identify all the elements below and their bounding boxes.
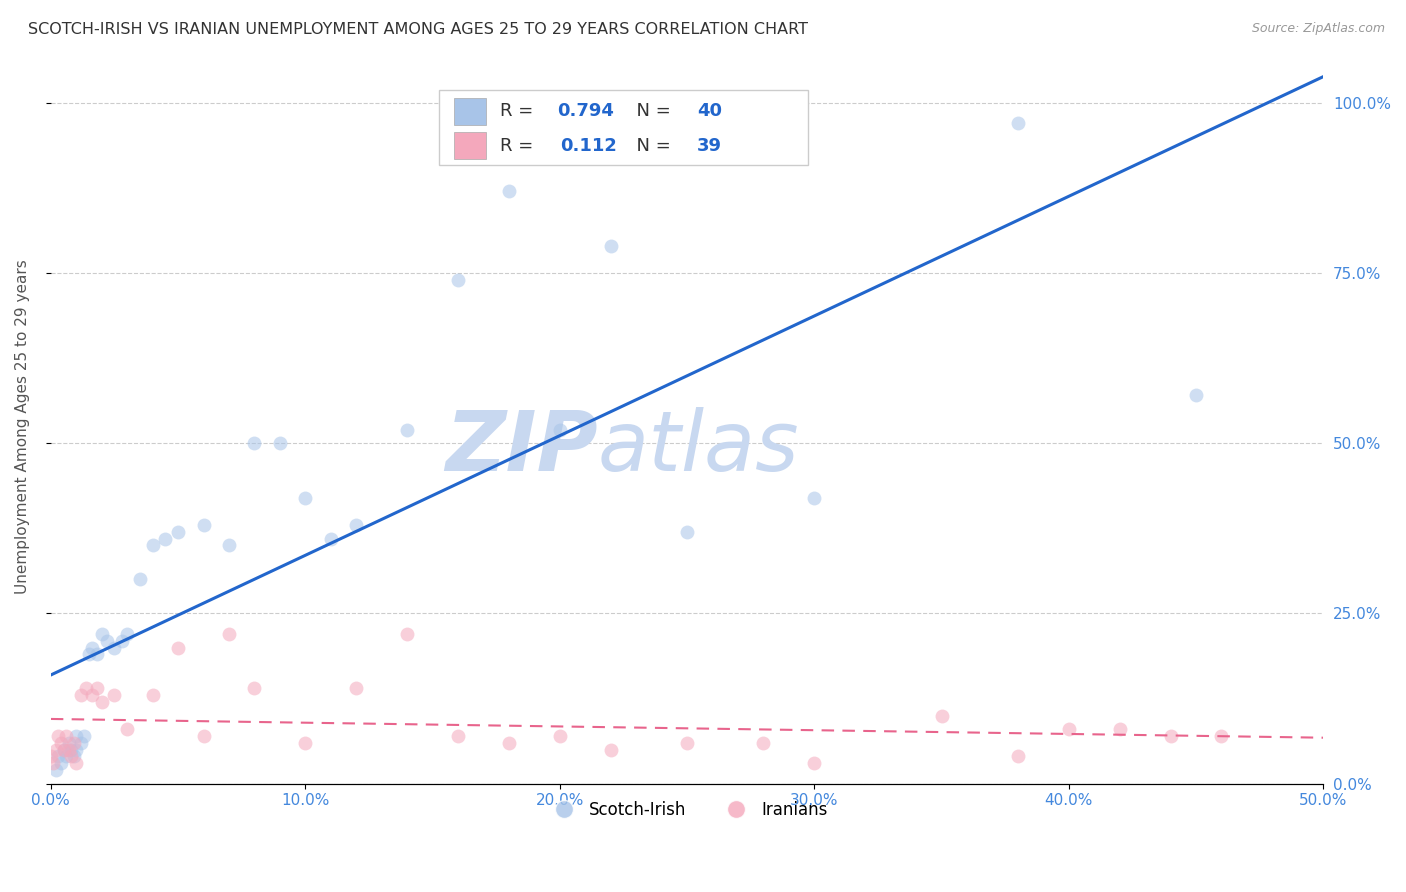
Y-axis label: Unemployment Among Ages 25 to 29 years: Unemployment Among Ages 25 to 29 years [15,259,30,593]
Point [103,640,125,655]
Point [344,517,367,532]
Point [55,749,77,764]
Point [498,736,520,750]
Point [60,749,83,764]
Point [62,749,84,764]
Point [294,736,316,750]
Point [129,573,152,587]
Point [58,736,80,750]
Text: R =: R = [501,136,544,155]
Point [70,688,93,702]
FancyBboxPatch shape [454,98,486,125]
Point [111,633,134,648]
Text: 0.112: 0.112 [560,136,617,155]
Point [49,736,72,750]
Point [1007,116,1029,130]
Point [77,648,100,662]
Point [45,742,67,756]
Point [80,640,103,655]
Text: 0.794: 0.794 [557,103,614,120]
Point [803,756,825,771]
Point [676,736,699,750]
Point [48,749,70,764]
Point [218,627,240,641]
Point [344,681,367,696]
Point [115,723,138,737]
Point [115,627,138,641]
Point [1108,723,1130,737]
Point [65,742,87,756]
Point [90,695,112,709]
Point [86,681,108,696]
Legend: Scotch-Irish, Iranians: Scotch-Irish, Iranians [540,794,834,825]
Point [52,742,75,756]
Point [142,688,165,702]
Point [243,681,266,696]
Point [48,729,70,743]
Point [65,729,87,743]
Point [65,756,87,771]
Point [55,729,77,743]
Point [39,749,62,764]
Text: ZIP: ZIP [446,407,598,488]
Point [218,538,240,552]
Point [1160,729,1182,743]
Point [447,273,470,287]
Point [319,532,342,546]
Text: 40: 40 [697,103,723,120]
Point [167,524,190,539]
Point [75,681,97,696]
Point [396,627,419,641]
Point [1211,729,1233,743]
Point [396,423,419,437]
Text: SCOTCH-IRISH VS IRANIAN UNEMPLOYMENT AMONG AGES 25 TO 29 YEARS CORRELATION CHART: SCOTCH-IRISH VS IRANIAN UNEMPLOYMENT AMO… [28,22,808,37]
Point [243,436,266,450]
Point [548,729,571,743]
Text: R =: R = [501,103,538,120]
Point [142,538,165,552]
Point [52,742,75,756]
Point [447,729,470,743]
Text: Source: ZipAtlas.com: Source: ZipAtlas.com [1251,22,1385,36]
Point [155,532,177,546]
Point [73,729,96,743]
Point [803,491,825,505]
Point [599,742,621,756]
Point [269,436,291,450]
Point [90,627,112,641]
Point [167,640,190,655]
Point [676,524,699,539]
Point [86,648,108,662]
FancyBboxPatch shape [454,132,486,160]
Point [60,742,83,756]
Point [49,756,72,771]
Point [294,491,316,505]
Point [96,633,118,648]
Point [1057,723,1080,737]
Point [80,688,103,702]
Point [62,736,84,750]
Point [42,756,65,771]
Point [752,736,775,750]
Point [498,184,520,198]
Point [193,729,215,743]
Text: 39: 39 [697,136,723,155]
Point [548,423,571,437]
Point [58,742,80,756]
FancyBboxPatch shape [439,90,808,165]
Text: atlas: atlas [598,407,800,488]
Text: N =: N = [624,136,676,155]
Point [1007,749,1029,764]
Point [931,708,953,723]
Point [599,238,621,252]
Point [70,736,93,750]
Point [1185,388,1208,402]
Point [45,763,67,777]
Point [103,688,125,702]
Text: N =: N = [624,103,676,120]
Point [193,517,215,532]
